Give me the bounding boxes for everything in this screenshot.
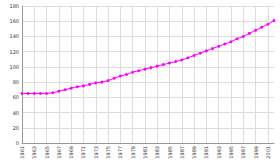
svg-text:1979: 1979 (130, 146, 136, 159)
svg-text:1967: 1967 (56, 146, 62, 159)
svg-text:0: 0 (16, 140, 19, 146)
svg-text:1991: 1991 (203, 146, 209, 159)
svg-text:140: 140 (9, 33, 19, 39)
svg-text:1961: 1961 (19, 146, 25, 159)
svg-text:120: 120 (9, 49, 19, 55)
svg-text:1999: 1999 (253, 146, 259, 159)
svg-text:1989: 1989 (191, 146, 197, 159)
svg-text:1993: 1993 (216, 146, 222, 159)
svg-text:1969: 1969 (68, 146, 74, 159)
svg-text:1977: 1977 (117, 146, 123, 159)
svg-text:100: 100 (9, 64, 19, 70)
svg-text:60: 60 (13, 94, 19, 100)
svg-text:1965: 1965 (44, 146, 50, 159)
svg-text:40: 40 (13, 110, 19, 116)
svg-text:1997: 1997 (240, 146, 246, 159)
svg-text:80: 80 (13, 79, 19, 85)
svg-text:1983: 1983 (154, 146, 160, 159)
svg-text:1975: 1975 (105, 146, 111, 159)
svg-text:160: 160 (9, 18, 19, 24)
svg-text:20: 20 (13, 125, 19, 131)
svg-text:1987: 1987 (179, 146, 185, 159)
svg-text:1981: 1981 (142, 146, 148, 159)
svg-text:180: 180 (9, 3, 19, 9)
svg-text:1985: 1985 (167, 146, 173, 159)
svg-text:2001: 2001 (265, 146, 271, 159)
svg-text:1971: 1971 (80, 146, 86, 159)
svg-text:1963: 1963 (31, 146, 37, 159)
svg-text:1973: 1973 (93, 146, 99, 159)
svg-text:1995: 1995 (228, 146, 234, 159)
